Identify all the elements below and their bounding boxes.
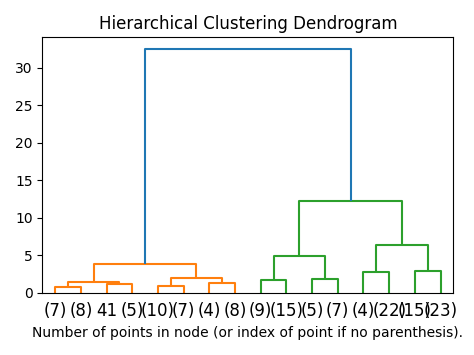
X-axis label: Number of points in node (or index of point if no parenthesis).: Number of points in node (or index of po… <box>32 326 464 340</box>
Title: Hierarchical Clustering Dendrogram: Hierarchical Clustering Dendrogram <box>99 15 397 33</box>
